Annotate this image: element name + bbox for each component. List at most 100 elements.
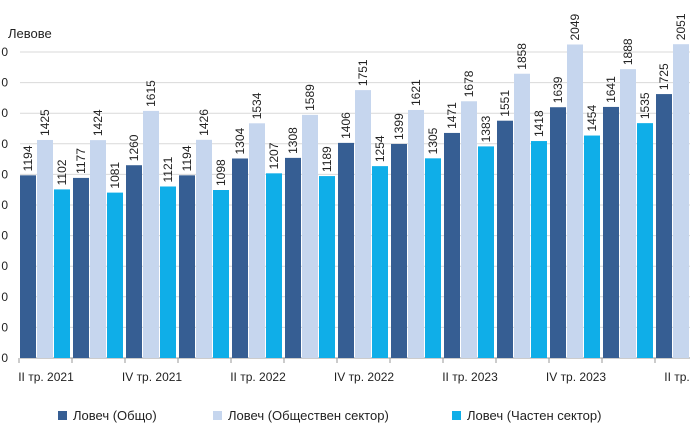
data-label-series-public: 1615 bbox=[144, 80, 158, 107]
bar-series-public bbox=[143, 110, 159, 358]
bar-series-public bbox=[302, 114, 318, 359]
bars bbox=[20, 44, 689, 359]
legend-swatch-private bbox=[452, 411, 461, 420]
legend-item-total[interactable]: Ловеч (Общо) bbox=[58, 408, 157, 423]
bar-series-public bbox=[196, 139, 212, 358]
bar-series-public bbox=[461, 101, 477, 359]
data-label-series-total: 1641 bbox=[604, 76, 618, 103]
data-label-series-public: 1678 bbox=[462, 70, 476, 97]
bar-series-private bbox=[584, 135, 600, 358]
data-label-series-private: 1102 bbox=[55, 159, 69, 185]
data-label-series-private: 1189 bbox=[320, 146, 334, 172]
bar-series-public bbox=[249, 123, 265, 358]
data-label-series-private: 1383 bbox=[479, 115, 493, 142]
data-label-series-private: 1535 bbox=[638, 92, 652, 119]
y-tick-label: 0 bbox=[1, 198, 8, 212]
y-axis-ticks: 0 0 0 0 0 0 0 0 0 0 0 bbox=[1, 45, 8, 365]
bar-series-public bbox=[620, 69, 636, 359]
x-tick-label: IV тр. 2022 bbox=[334, 370, 395, 384]
legend-item-private[interactable]: Ловеч (Частен сектор) bbox=[452, 408, 601, 423]
legend-label-private: Ловеч (Частен сектор) bbox=[467, 408, 602, 423]
y-tick-label: 0 bbox=[1, 259, 8, 273]
bar-series-public bbox=[514, 73, 530, 358]
bar-series-total bbox=[656, 94, 672, 358]
legend-swatch-total bbox=[58, 411, 67, 420]
bar-series-total bbox=[497, 120, 513, 359]
legend-label-total: Ловеч (Общо) bbox=[73, 408, 157, 423]
bar-series-private bbox=[319, 176, 335, 358]
x-tick-label: IV тр. 2023 bbox=[546, 370, 607, 384]
bar-series-total bbox=[444, 132, 460, 358]
bar-series-public bbox=[37, 139, 53, 358]
data-label-series-private: 1207 bbox=[267, 142, 281, 169]
bar-series-total bbox=[20, 175, 36, 358]
bar-series-total bbox=[391, 143, 407, 358]
bar-series-public bbox=[90, 140, 106, 358]
y-axis-title: Левове bbox=[8, 26, 52, 41]
data-label-series-public: 2051 bbox=[674, 13, 688, 40]
bar-series-private bbox=[160, 186, 176, 358]
bar-series-total bbox=[179, 175, 195, 358]
data-label-series-public: 1534 bbox=[250, 92, 264, 119]
data-label-series-total: 1304 bbox=[233, 127, 247, 154]
x-tick-label: IV тр. 2021 bbox=[122, 370, 183, 384]
data-label-series-private: 1254 bbox=[373, 135, 387, 162]
data-label-series-private: 1454 bbox=[585, 105, 599, 132]
data-label-series-private: 1121 bbox=[161, 156, 175, 182]
data-label-series-total: 1194 bbox=[21, 145, 35, 171]
bar-series-public bbox=[567, 44, 583, 359]
data-label-series-total: 1406 bbox=[339, 112, 353, 139]
bar-series-total bbox=[603, 106, 619, 358]
x-axis-ticks: II тр. 2021 IV тр. 2021 II тр. 2022 IV тр. … bbox=[18, 358, 690, 384]
bar-series-total bbox=[338, 142, 354, 358]
data-label-series-public: 1888 bbox=[621, 38, 635, 65]
y-tick-label: 0 bbox=[1, 167, 8, 181]
data-label-series-total: 1399 bbox=[392, 113, 406, 140]
legend-swatch-public bbox=[213, 411, 222, 420]
data-label-series-public: 1589 bbox=[303, 84, 317, 111]
data-label-series-total: 1194 bbox=[180, 145, 194, 171]
y-tick-label: 0 bbox=[1, 137, 8, 151]
bar-series-total bbox=[126, 165, 142, 358]
y-tick-label: 0 bbox=[1, 229, 8, 243]
data-label-series-public: 1751 bbox=[356, 59, 370, 86]
legend-label-public: Ловеч (Обществен сектор) bbox=[228, 408, 389, 423]
data-label-series-total: 1551 bbox=[498, 90, 512, 117]
y-tick-label: 0 bbox=[1, 351, 8, 365]
data-label-series-public: 1858 bbox=[515, 43, 529, 70]
bar-series-public bbox=[673, 44, 689, 359]
data-label-series-total: 1260 bbox=[127, 134, 141, 161]
bar-series-private bbox=[425, 158, 441, 358]
data-label-series-total: 1471 bbox=[445, 102, 459, 129]
legend-item-public[interactable]: Ловеч (Обществен сектор) bbox=[213, 408, 389, 423]
bar-series-private bbox=[531, 141, 547, 358]
bar-series-total bbox=[550, 107, 566, 358]
bar-series-private bbox=[637, 123, 653, 359]
y-tick-label: 0 bbox=[1, 290, 8, 304]
data-label-series-private: 1305 bbox=[426, 127, 440, 154]
bar-series-public bbox=[355, 90, 371, 359]
bar-series-total bbox=[73, 177, 89, 358]
data-label-series-total: 1639 bbox=[551, 76, 565, 103]
bar-series-private bbox=[213, 190, 229, 358]
bar-series-private bbox=[266, 173, 282, 358]
x-tick-label: II тр. 2 bbox=[664, 370, 690, 384]
y-tick-label: 0 bbox=[1, 320, 8, 334]
bar-series-private bbox=[54, 189, 70, 358]
bar-series-total bbox=[285, 157, 301, 358]
legend: Ловеч (Общо) Ловеч (Обществен сектор) Ло… bbox=[0, 408, 690, 430]
data-label-series-public: 1425 bbox=[38, 109, 52, 136]
data-label-series-public: 1426 bbox=[197, 109, 211, 136]
y-tick-label: 0 bbox=[1, 45, 8, 59]
data-label-series-total: 1177 bbox=[74, 148, 88, 174]
bar-series-public bbox=[408, 109, 424, 358]
data-label-series-public: 1424 bbox=[91, 109, 105, 136]
data-label-series-private: 1081 bbox=[108, 162, 122, 189]
bar-series-private bbox=[372, 166, 388, 358]
data-label-series-total: 1725 bbox=[657, 63, 671, 90]
data-label-series-private: 1098 bbox=[214, 159, 228, 186]
y-tick-label: 0 bbox=[1, 76, 8, 90]
bar-series-total bbox=[232, 158, 248, 358]
